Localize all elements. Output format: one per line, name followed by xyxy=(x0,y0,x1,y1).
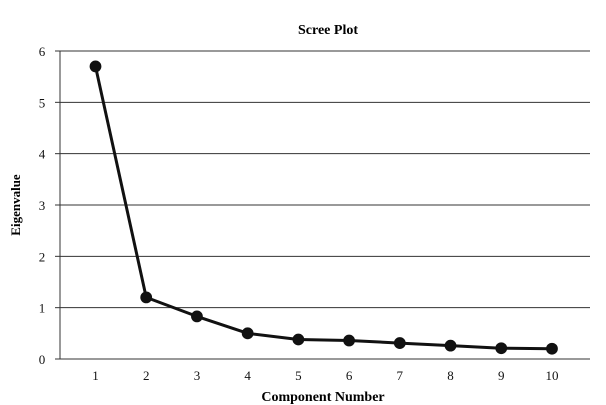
x-tick-label: 1 xyxy=(92,368,99,383)
eigenvalue-point xyxy=(495,342,508,355)
y-axis-label: Eigenvalue xyxy=(8,174,23,236)
x-tick-label: 9 xyxy=(498,368,505,383)
y-tick-label: 5 xyxy=(39,95,46,110)
tick-layer: 0 1 2 3 4 5 6 1 2 3 4 5 6 7 8 9 10 xyxy=(39,44,559,383)
y-tick-label: 0 xyxy=(39,352,46,367)
y-tick-label: 3 xyxy=(39,198,46,213)
eigenvalue-point xyxy=(241,327,254,340)
eigenvalue-point xyxy=(546,342,558,355)
x-tick-label: 2 xyxy=(143,368,150,383)
marker-layer xyxy=(89,60,558,355)
eigenvalue-point xyxy=(292,333,305,346)
eigenvalue-point xyxy=(393,337,406,349)
axis-layer xyxy=(55,50,590,360)
eigenvalue-series-line xyxy=(94,64,554,351)
eigenvalue-point xyxy=(444,339,457,352)
x-tick-label: 4 xyxy=(244,368,251,383)
x-tick-label: 3 xyxy=(194,368,201,383)
y-tick-label: 1 xyxy=(39,301,46,316)
y-tick-label: 2 xyxy=(39,249,46,264)
series-layer xyxy=(94,64,554,351)
eigenvalue-point xyxy=(191,310,203,323)
x-tick-label: 8 xyxy=(447,368,454,383)
y-tick-label: 6 xyxy=(39,44,46,59)
grid-layer xyxy=(60,50,590,309)
y-tick-label: 4 xyxy=(39,147,46,162)
eigenvalue-point xyxy=(140,291,153,304)
x-tick-label: 7 xyxy=(397,368,404,383)
x-tick-label: 5 xyxy=(295,368,302,383)
x-axis-label: Component Number xyxy=(261,390,384,405)
x-tick-label: 6 xyxy=(346,368,353,383)
eigenvalue-point xyxy=(89,60,102,73)
x-tick-label: 10 xyxy=(545,368,558,383)
eigenvalue-point xyxy=(343,334,355,347)
chart-title: Scree Plot xyxy=(298,23,358,38)
